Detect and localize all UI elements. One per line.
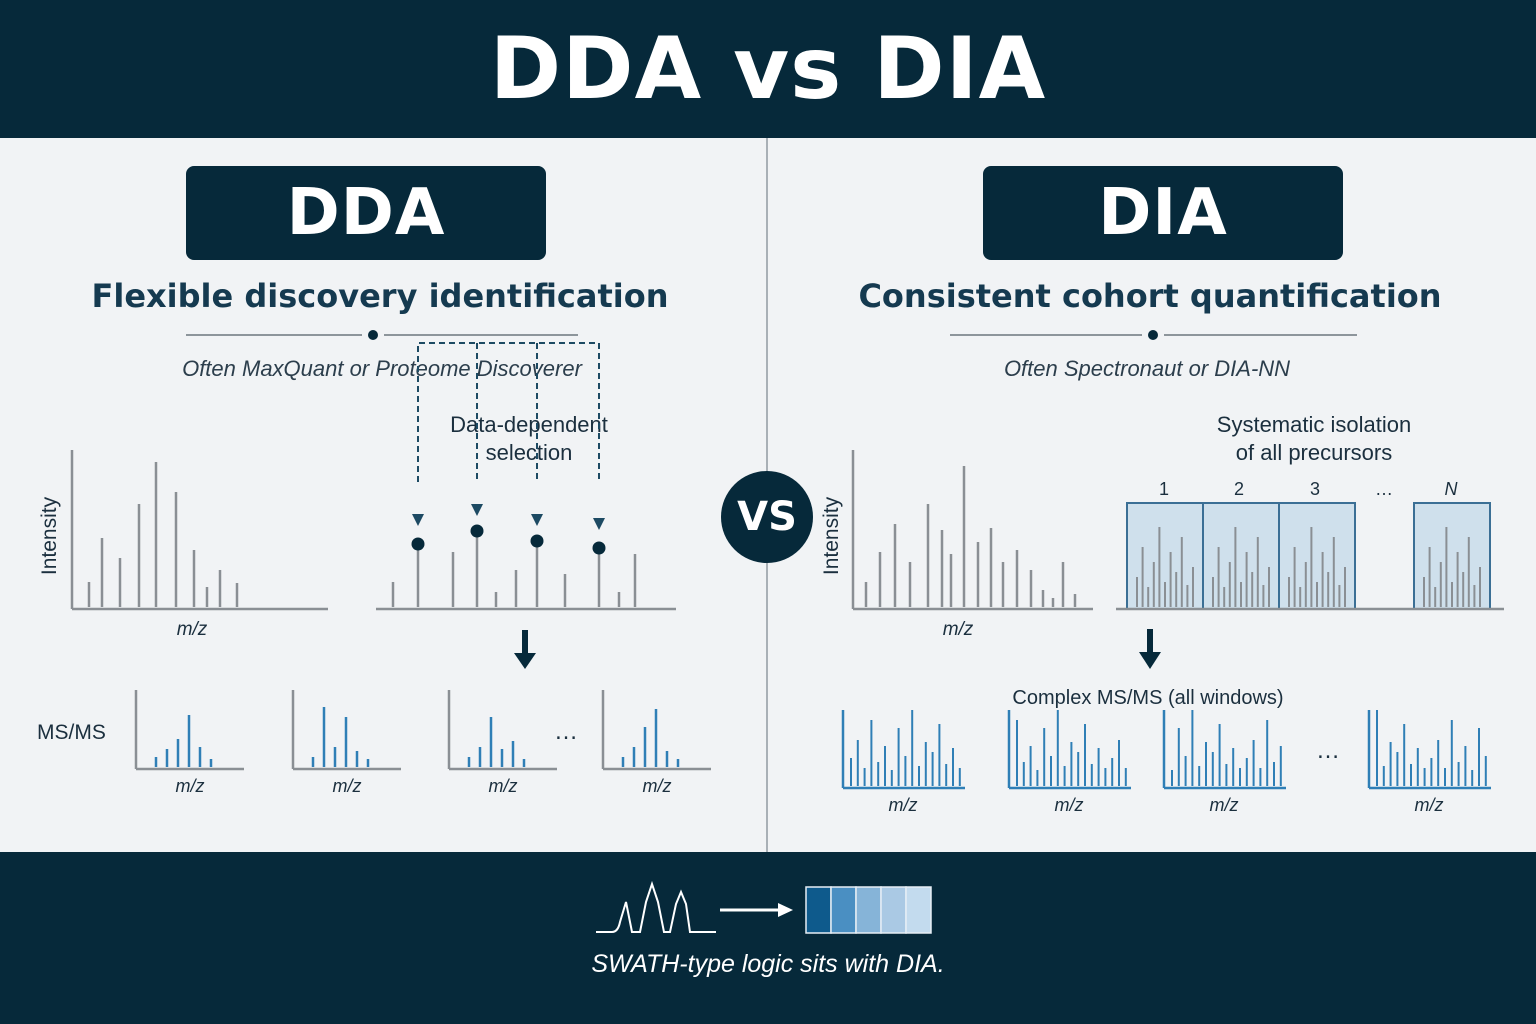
window-label-3: 3: [1310, 479, 1320, 499]
swath-windows-icon: [805, 886, 932, 934]
header-banner: DDA vs DIA: [0, 0, 1536, 138]
window-label-2: 2: [1234, 479, 1244, 499]
dia-isolation-windows: Systematic isolation of all precursors 1…: [1116, 412, 1504, 669]
dia-ms1-spectrum: Intensity m/z: [820, 450, 1093, 640]
msms-x-label: m/z: [489, 776, 518, 796]
dda-ms1-peaks: [87, 462, 239, 607]
footer-caption: SWATH-type logic sits with DIA.: [591, 950, 945, 978]
dda-selection-spectrum: Data-dependent selection: [376, 342, 676, 669]
msms-x-label: m/z: [643, 776, 672, 796]
comparison-area: DDA Flexible discovery identification Of…: [0, 138, 1536, 852]
isolation-window: [1413, 502, 1491, 610]
page-title: DDA vs DIA: [489, 19, 1047, 119]
complex-msms-x-label: m/z: [1415, 795, 1444, 815]
dia-msms-ellipsis: …: [1316, 737, 1340, 764]
swath-window-segment: [905, 886, 932, 934]
dia-msms-label: Complex MS/MS (all windows): [1012, 687, 1283, 709]
dia-isolation-label-line1: Systematic isolation: [1217, 412, 1411, 437]
chromatogram-peaks-icon: [596, 880, 716, 933]
right-arrow-icon: [720, 903, 793, 917]
msms-x-label: m/z: [176, 776, 205, 796]
window-label-1: 1: [1159, 479, 1169, 499]
complex-msms-x-label: m/z: [889, 795, 918, 815]
dia-msms-spectra: m/z m/z m/z m/z: [841, 710, 1491, 815]
diagram-graphics: Intensity m/z Data-dependent selection: [37, 330, 1504, 815]
dia-x-axis-label: m/z: [943, 619, 974, 640]
window-label-4: …: [1375, 479, 1393, 499]
swath-window-segment: [880, 886, 907, 934]
dda-y-axis-label: Intensity: [38, 496, 61, 575]
dda-selection-label-line2: selection: [486, 440, 573, 465]
dda-msms-label: MS/MS: [37, 721, 106, 744]
dda-subtitle: Flexible discovery identification: [91, 277, 669, 315]
dia-subtitle: Consistent cohort quantification: [858, 277, 1442, 315]
dia-heading-box: DIA: [983, 166, 1343, 260]
vs-badge: VS: [721, 471, 813, 563]
dia-ms1-peaks: [864, 466, 1077, 607]
swath-window-segment: [855, 886, 882, 934]
dda-down-arrow: [514, 630, 536, 669]
dia-isolation-label-line2: of all precursors: [1236, 440, 1393, 465]
msms-x-label: m/z: [333, 776, 362, 796]
dda-msms-ellipsis: …: [554, 718, 578, 745]
dda-ornament-divider: [186, 330, 578, 340]
dda-x-axis-label: m/z: [177, 619, 208, 640]
dda-selection-label-line1: Data-dependent: [450, 412, 608, 437]
dda-selection-peaks: [391, 531, 637, 607]
complex-msms-x-label: m/z: [1055, 795, 1084, 815]
vs-label: VS: [737, 494, 797, 540]
swath-window-segment: [830, 886, 857, 934]
footer-graphic: [596, 880, 932, 934]
dia-heading: DIA: [1098, 176, 1228, 250]
dda-heading: DDA: [286, 176, 446, 250]
dia-ornament-divider: [950, 330, 1357, 340]
dia-down-arrow: [1139, 629, 1161, 669]
complex-msms-x-label: m/z: [1210, 795, 1239, 815]
dia-tools: Often Spectronaut or DIA-NN: [1003, 356, 1291, 381]
dda-heading-box: DDA: [186, 166, 546, 260]
swath-window-segment: [805, 886, 832, 934]
dda-ms1-spectrum: Intensity m/z: [38, 450, 328, 640]
dia-y-axis-label: Intensity: [820, 496, 843, 575]
dda-tools: Often MaxQuant or Proteome Discoverer: [182, 356, 582, 381]
footer-banner: SWATH-type logic sits with DIA.: [0, 852, 1536, 1024]
dda-msms-spectra: m/z m/z m/z m/z: [134, 690, 711, 796]
selected-precursor-markers: [411, 524, 606, 555]
window-label-5: N: [1445, 479, 1459, 499]
